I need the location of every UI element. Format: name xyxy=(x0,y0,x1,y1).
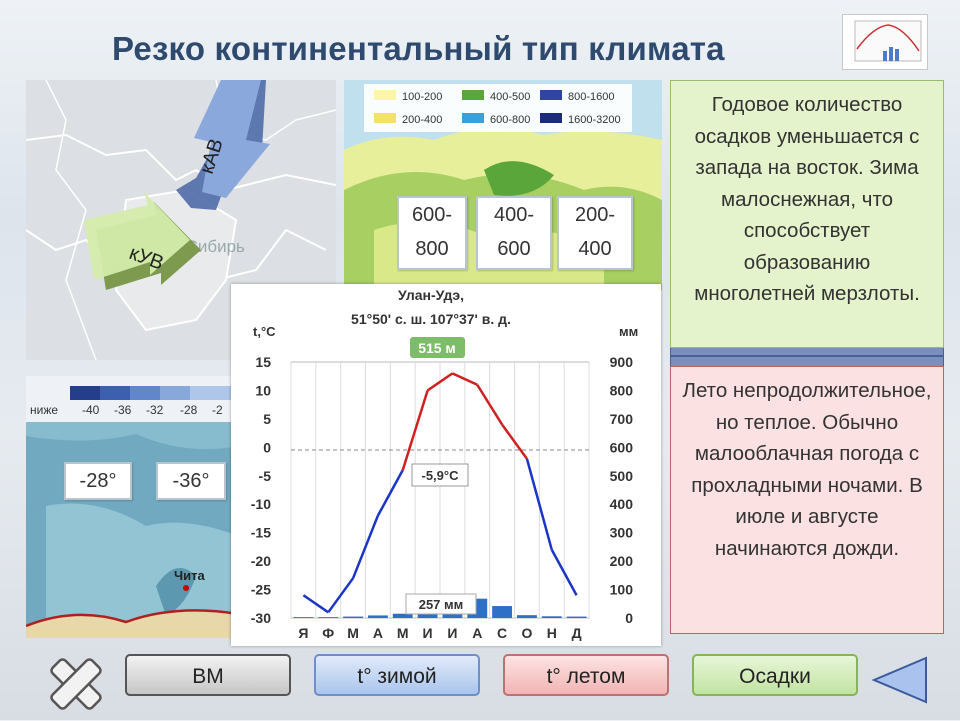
precip-bar xyxy=(392,613,413,618)
winter-legend: ниже -40 -36 -32 -28 -2 xyxy=(30,403,223,417)
back-arrow-icon[interactable] xyxy=(870,654,930,704)
temp-tick: -15 xyxy=(251,525,271,541)
temperature-segment xyxy=(327,577,355,614)
temp-tick: -25 xyxy=(251,582,271,598)
precip-bar xyxy=(367,615,388,618)
svg-text:400-500: 400-500 xyxy=(490,91,530,103)
month-label: Я xyxy=(298,625,308,641)
precip-bar xyxy=(492,606,513,618)
precip-bar xyxy=(566,616,587,618)
svg-text:800-1600: 800-1600 xyxy=(568,91,615,103)
precip-bar xyxy=(343,616,364,618)
svg-text:ниже: ниже xyxy=(30,403,58,417)
month-label: С xyxy=(497,625,507,641)
precip-legend: 100-200 400-500 800-1600 200-400 600-800… xyxy=(374,90,621,126)
svg-text:200-400: 200-400 xyxy=(402,114,442,126)
temperature-segment xyxy=(476,384,504,426)
temperature-segment xyxy=(401,390,429,471)
svg-text:-2: -2 xyxy=(212,403,223,417)
summer-temp-button[interactable]: t° летом xyxy=(503,654,669,696)
precip-label-600-800: 600- 800 xyxy=(397,196,467,270)
precip-tick: 300 xyxy=(610,525,634,541)
close-icon[interactable] xyxy=(44,652,108,716)
precip-label-400-600: 400- 600 xyxy=(476,196,552,270)
temp-tick: 15 xyxy=(255,354,271,370)
month-label: Д xyxy=(572,625,582,641)
temp-axis-unit: t,°C xyxy=(253,324,276,339)
temp-tick: 10 xyxy=(255,382,271,398)
climograph: Улан-Удэ, 51°50' с. ш. 107°37' в. д. 515… xyxy=(231,284,661,646)
page-title: Резко континентальный тип климата xyxy=(112,30,725,67)
precip-bar xyxy=(318,617,339,618)
month-label: А xyxy=(373,625,383,641)
month-label: И xyxy=(423,625,433,641)
precip-tick: 0 xyxy=(625,610,633,626)
temp-tick: 0 xyxy=(263,439,271,455)
altitude-badge: 515 м xyxy=(418,340,456,356)
precip-tick: 600 xyxy=(610,439,634,455)
precip-tick: 800 xyxy=(610,382,634,398)
precip-tick: 900 xyxy=(610,354,634,370)
month-label: Н xyxy=(547,625,557,641)
temp-tick: -5 xyxy=(259,468,272,484)
temp-tick: -20 xyxy=(251,553,271,569)
month-label: Ф xyxy=(322,625,334,641)
city-chita: Чита xyxy=(174,568,205,583)
temperature-segment xyxy=(451,372,478,386)
temperature-segment xyxy=(550,549,578,596)
precip-bar xyxy=(541,616,562,618)
station-name: Улан-Удэ, xyxy=(398,287,464,303)
precip-tick: 500 xyxy=(610,468,634,484)
precip-axis-unit: мм xyxy=(619,324,638,339)
month-label: М xyxy=(397,625,409,641)
temp-tick: 5 xyxy=(263,411,271,427)
temperature-segment xyxy=(302,594,329,614)
precip-tick: 100 xyxy=(610,582,634,598)
temperature-segment xyxy=(501,423,528,460)
precip-tick: 200 xyxy=(610,553,634,569)
precip-bar xyxy=(293,617,314,618)
precip-bar xyxy=(516,615,537,618)
month-label: И xyxy=(447,625,457,641)
temperature-segment xyxy=(525,458,553,551)
svg-text:600-800: 600-800 xyxy=(490,114,530,126)
vm-button[interactable]: ВМ xyxy=(125,654,291,696)
precipitation-button[interactable]: Осадки xyxy=(692,654,858,696)
precip-tick: 400 xyxy=(610,496,634,512)
svg-text:-36: -36 xyxy=(114,403,132,417)
temperature-segment xyxy=(351,515,380,579)
month-label: А xyxy=(472,625,482,641)
precip-tick: 700 xyxy=(610,411,634,427)
winter-temp-button[interactable]: t° зимой xyxy=(314,654,480,696)
mean-temp-label: -5,9°C xyxy=(422,468,460,483)
winter-label-minus36: -36° xyxy=(156,462,226,500)
temperature-segment xyxy=(376,469,404,517)
station-coords: 51°50' с. ш. 107°37' в. д. xyxy=(351,311,511,327)
month-label: М xyxy=(347,625,359,641)
precip-label-200-400: 200- 400 xyxy=(557,196,633,270)
temp-tick: -10 xyxy=(251,496,271,512)
svg-text:-28: -28 xyxy=(180,403,198,417)
summer-info-box: Лето непродолжительное, но теплое. Обычн… xyxy=(670,366,944,634)
temp-tick: -30 xyxy=(251,610,271,626)
svg-text:1600-3200: 1600-3200 xyxy=(568,114,621,126)
winter-temperature-map: ниже -40 -36 -32 -28 -2 Чита xyxy=(26,376,238,638)
svg-text:100-200: 100-200 xyxy=(402,91,442,103)
temperature-segment xyxy=(426,372,454,392)
svg-text:-40: -40 xyxy=(82,403,100,417)
winter-info-box: Годовое количество осадков уменьшается с… xyxy=(670,80,944,348)
month-label: О xyxy=(521,625,532,641)
winter-label-minus28: -28° xyxy=(64,462,132,500)
svg-text:-32: -32 xyxy=(146,403,164,417)
precip-total-label: 257 мм xyxy=(419,597,464,612)
arrow-kuv xyxy=(84,192,190,280)
arrow-kav xyxy=(194,80,270,198)
climograph-thumbnail[interactable] xyxy=(842,14,928,70)
